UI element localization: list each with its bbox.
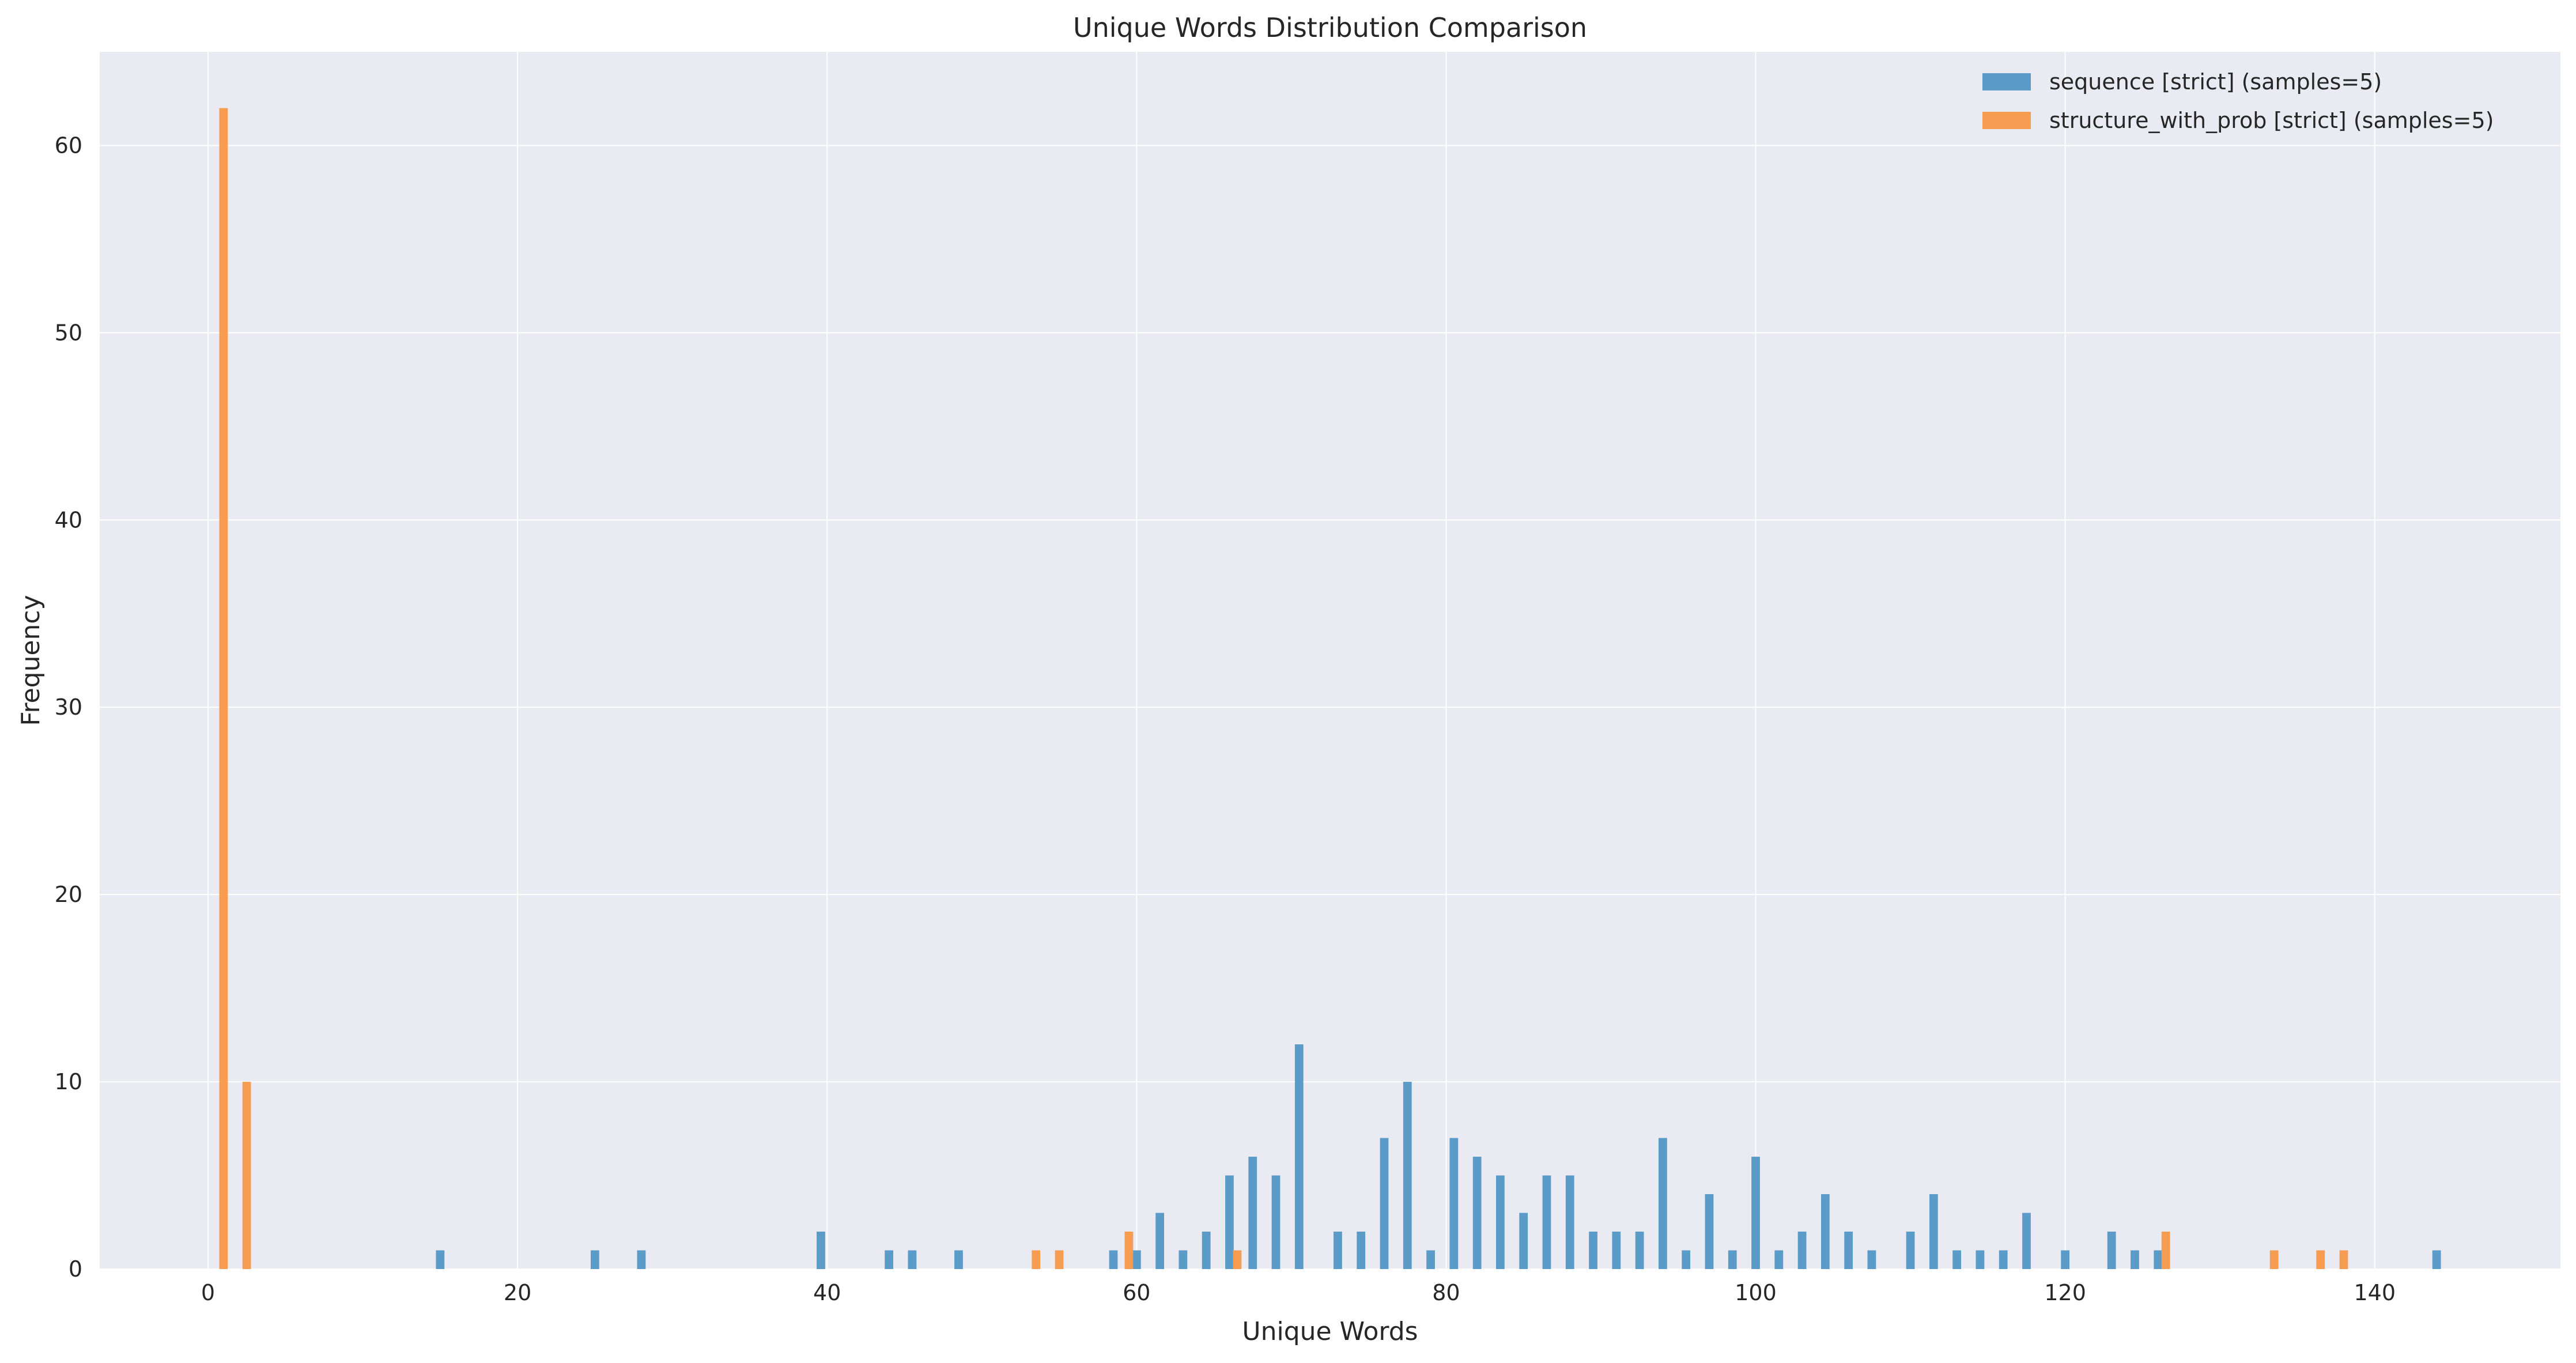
x-axis-label: Unique Words [1242, 1317, 1418, 1346]
bar-sequence [1294, 1044, 1304, 1269]
y-tick-labels: 0 10 20 30 40 50 60 [55, 133, 82, 1282]
bar-sequence [1820, 1194, 1830, 1269]
bar-sequence [436, 1250, 445, 1269]
bar-sequence [885, 1250, 894, 1269]
bar-sequence [954, 1250, 963, 1269]
bar-sequence [637, 1250, 646, 1269]
chart-title: Unique Words Distribution Comparison [1073, 12, 1587, 43]
bar-structure-with-prob [1124, 1232, 1134, 1269]
bar-sequence [1867, 1250, 1876, 1269]
bar-sequence [1976, 1250, 1985, 1269]
bar-sequence [1519, 1213, 1528, 1269]
bar-structure-with-prob [2316, 1250, 2325, 1269]
y-tick-label: 0 [69, 1256, 82, 1282]
bar-sequence [1929, 1194, 1938, 1269]
bar-sequence [1751, 1157, 1760, 1269]
bar-sequence [1271, 1175, 1281, 1269]
x-tick-label: 120 [2044, 1280, 2086, 1305]
bar-structure-with-prob [1233, 1250, 1242, 1269]
bar-sequence [2432, 1250, 2441, 1269]
x-tick-label: 100 [1735, 1280, 1777, 1305]
bar-sequence [1542, 1175, 1551, 1269]
grid-lines [100, 52, 2560, 1270]
legend: sequence [strict] (samples=5) structure_… [1982, 69, 2494, 133]
x-tick-label: 20 [504, 1280, 531, 1305]
bar-sequence [1202, 1232, 1211, 1269]
bar-structure-with-prob [219, 108, 228, 1269]
bar-structure-with-prob [2339, 1250, 2348, 1269]
bar-sequence [1612, 1232, 1621, 1269]
bars [219, 108, 2441, 1269]
bar-sequence [2131, 1250, 2139, 1269]
bar-sequence [1132, 1250, 1141, 1269]
bar-sequence [1403, 1082, 1412, 1269]
bar-sequence [1109, 1250, 1118, 1269]
bar-structure-with-prob [1055, 1250, 1064, 1269]
bar-sequence [908, 1250, 917, 1269]
y-tick-label: 30 [55, 694, 82, 720]
x-tick-label: 140 [2354, 1280, 2396, 1305]
y-tick-label: 20 [55, 882, 82, 907]
bar-sequence [1334, 1232, 1342, 1269]
legend-label-sequence: sequence [strict] (samples=5) [2049, 69, 2382, 95]
y-axis-label: Frequency [16, 595, 46, 726]
y-tick-label: 60 [55, 133, 82, 158]
bar-sequence [1565, 1175, 1574, 1269]
bar-sequence [1380, 1138, 1389, 1269]
bar-sequence [2154, 1250, 2163, 1269]
bar-sequence [2061, 1250, 2070, 1269]
bar-sequence [1472, 1157, 1482, 1269]
bar-sequence [1155, 1213, 1164, 1269]
x-tick-label: 40 [813, 1280, 841, 1305]
bar-sequence [1844, 1232, 1853, 1269]
bar-sequence [1797, 1232, 1807, 1269]
bar-structure-with-prob [2161, 1232, 2170, 1269]
bar-sequence [1635, 1232, 1644, 1269]
bar-sequence [1589, 1232, 1597, 1269]
bar-sequence [817, 1232, 825, 1269]
bar-sequence [1225, 1175, 1234, 1269]
bar-sequence [1179, 1250, 1188, 1269]
legend-swatch-sequence [1982, 73, 2031, 90]
bar-sequence [2107, 1232, 2116, 1269]
x-tick-label: 0 [201, 1280, 215, 1305]
plot-background [100, 52, 2560, 1269]
y-tick-label: 50 [55, 320, 82, 345]
legend-label-structure-with-prob: structure_with_prob [strict] (samples=5) [2049, 108, 2494, 133]
bar-sequence [1682, 1250, 1691, 1269]
bar-sequence [1449, 1138, 1459, 1269]
bar-structure-with-prob [242, 1082, 251, 1269]
y-tick-label: 40 [55, 507, 82, 533]
bar-sequence [1659, 1138, 1667, 1269]
x-tick-labels: 0 20 40 60 80 100 120 140 [201, 1280, 2396, 1305]
bar-sequence [1774, 1250, 1784, 1269]
bar-structure-with-prob [1032, 1250, 1041, 1269]
bar-sequence [2022, 1213, 2031, 1269]
x-tick-label: 60 [1123, 1280, 1150, 1305]
legend-swatch-structure-with-prob [1982, 112, 2031, 129]
bar-sequence [590, 1250, 599, 1269]
x-tick-label: 80 [1432, 1280, 1460, 1305]
bar-sequence [1728, 1250, 1737, 1269]
bar-sequence [1426, 1250, 1435, 1269]
bar-structure-with-prob [2269, 1250, 2279, 1269]
bar-sequence [1496, 1175, 1505, 1269]
bar-sequence [1999, 1250, 2008, 1269]
bar-sequence [1952, 1250, 1962, 1269]
bar-sequence [1357, 1232, 1366, 1269]
bar-sequence [1705, 1194, 1714, 1269]
bar-sequence [1906, 1232, 1915, 1269]
bar-sequence [1248, 1157, 1257, 1269]
y-tick-label: 10 [55, 1069, 82, 1094]
